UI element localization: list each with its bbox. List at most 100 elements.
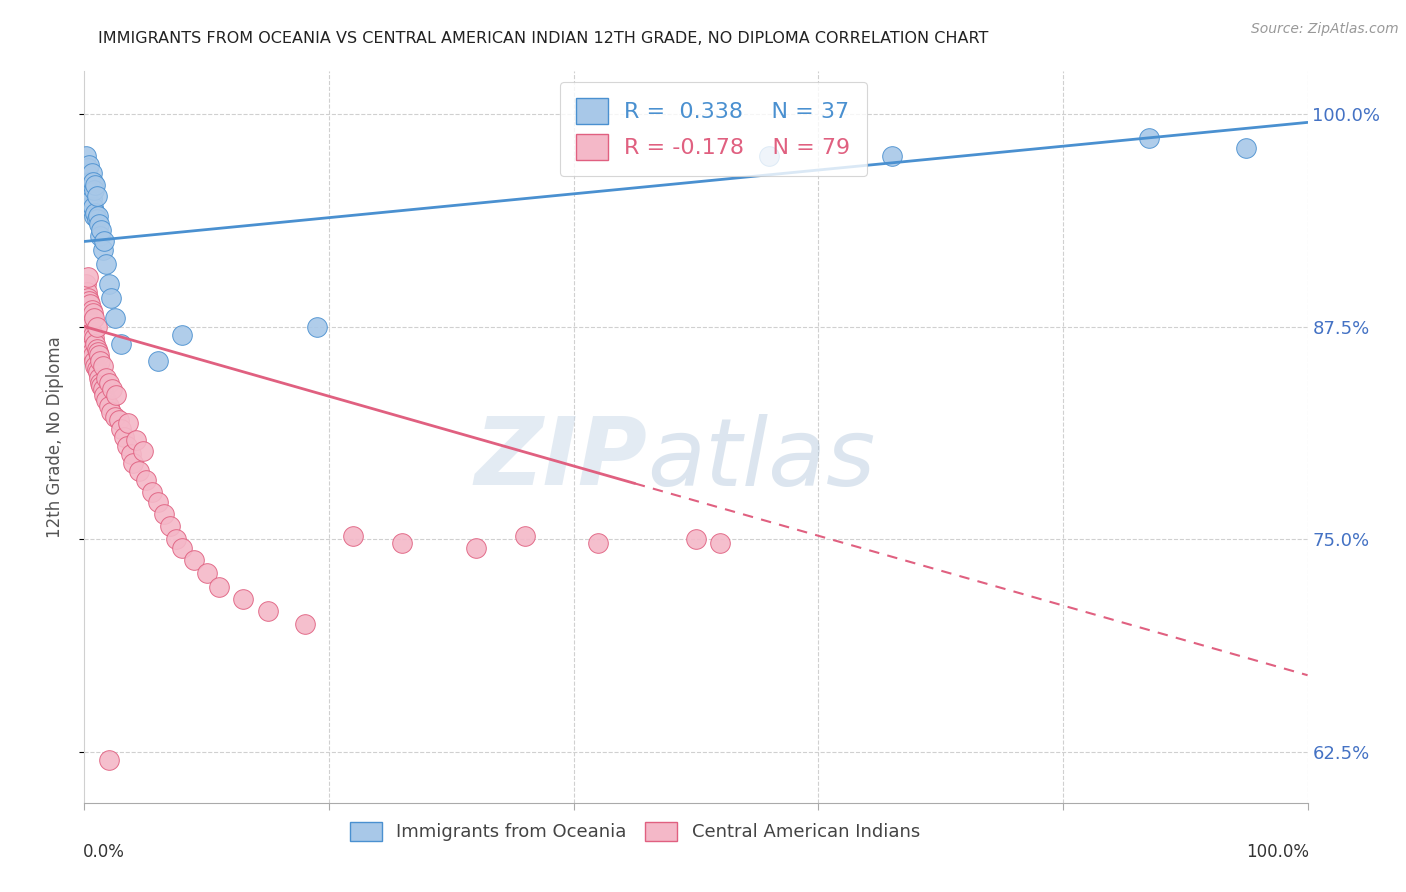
Point (84, 336, 107, 351)
Point (75, 175, 97, 189)
Point (125, 434, 148, 448)
Point (82, 201, 104, 215)
Point (132, 443, 155, 458)
Point (96, 392, 118, 407)
Point (586, 535, 609, 549)
Point (83, 331, 105, 345)
Point (87, 366, 110, 380)
Point (172, 328, 194, 343)
Point (97, 376, 120, 390)
Point (128, 464, 150, 478)
Point (96, 256, 118, 270)
Point (183, 552, 205, 566)
Point (83, 183, 105, 197)
Point (80, 166, 103, 180)
Point (77, 336, 100, 351)
Point (110, 421, 132, 435)
Point (82, 348, 104, 362)
Point (141, 484, 163, 499)
Point (76, 328, 98, 343)
Point (232, 591, 254, 606)
Point (97, 753, 120, 767)
Point (75, 319, 97, 334)
Point (86, 342, 108, 356)
Point (90, 222, 112, 236)
Point (77, 314, 100, 328)
Point (77, 291, 100, 305)
Point (208, 580, 231, 594)
Y-axis label: 12th Grade, No Diploma: 12th Grade, No Diploma (45, 336, 63, 538)
Point (75, 297, 97, 311)
Point (172, 541, 194, 555)
Point (75, 149, 97, 163)
Point (101, 383, 124, 397)
Point (84, 359, 107, 373)
Point (153, 507, 176, 521)
Point (685, 532, 707, 546)
Legend: Immigrants from Oceania, Central American Indians: Immigrants from Oceania, Central America… (342, 814, 928, 848)
Point (91, 383, 114, 397)
Point (86, 212, 108, 227)
Point (146, 353, 169, 368)
Point (83, 209, 105, 223)
Point (83, 353, 105, 368)
Point (91, 243, 114, 257)
Point (93, 387, 115, 401)
Point (84, 178, 107, 193)
Point (100, 291, 122, 305)
Point (104, 311, 127, 326)
Point (464, 541, 486, 555)
Point (97, 400, 120, 414)
Point (75, 277, 97, 291)
Point (76, 308, 98, 322)
Point (880, 149, 903, 163)
Point (257, 604, 280, 618)
Point (86, 319, 108, 334)
Point (117, 417, 139, 431)
Point (82, 175, 104, 189)
Point (87, 218, 110, 232)
Point (80, 192, 103, 206)
Point (87, 370, 110, 384)
Point (96, 370, 118, 384)
Point (87, 345, 110, 359)
Point (77, 192, 100, 206)
Point (91, 359, 114, 373)
Point (77, 293, 100, 308)
Point (758, 149, 780, 163)
Point (165, 532, 187, 546)
Point (80, 302, 103, 317)
Point (77, 161, 100, 176)
Point (86, 362, 108, 376)
Point (77, 270, 100, 285)
Point (79, 342, 101, 356)
Point (86, 188, 108, 202)
Point (97, 277, 120, 291)
Point (82, 306, 104, 320)
Point (100, 404, 122, 418)
Point (159, 518, 181, 533)
Point (342, 529, 364, 543)
Point (107, 413, 129, 427)
Point (115, 439, 138, 453)
Point (513, 529, 536, 543)
Point (120, 447, 142, 461)
Text: IMMIGRANTS FROM OCEANIA VS CENTRAL AMERICAN INDIAN 12TH GRADE, NO DIPLOMA CORREL: IMMIGRANTS FROM OCEANIA VS CENTRAL AMERI… (98, 31, 988, 46)
Point (146, 494, 169, 508)
Point (83, 311, 105, 326)
Text: 100.0%: 100.0% (1246, 843, 1309, 861)
Point (76, 285, 98, 300)
Point (391, 535, 413, 549)
Point (79, 319, 101, 334)
Point (77, 311, 100, 326)
Point (89, 229, 111, 244)
Point (1236, 141, 1258, 155)
Point (79, 201, 101, 215)
Point (80, 345, 103, 359)
Point (104, 409, 127, 424)
Point (84, 205, 107, 219)
Point (77, 183, 100, 197)
Point (87, 348, 110, 362)
Point (1137, 130, 1160, 145)
Point (112, 430, 135, 444)
